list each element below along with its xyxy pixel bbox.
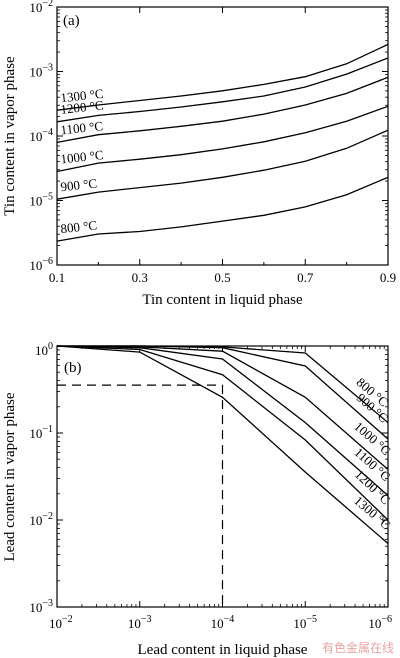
- panel-a-y-axis-label: Tin content in vapor phase: [2, 56, 18, 216]
- watermark: 有色金属在线: [322, 640, 394, 655]
- panel-a-x-ticks: 0.1 0.3 0.5 0.7 0.9: [49, 7, 396, 285]
- panel-b-series-line: [57, 345, 389, 424]
- panel-b-series-line: [56, 345, 389, 521]
- panel-a-x-axis-label: Tin content in liquid phase: [142, 292, 303, 308]
- panel-b-series-line: [56, 345, 389, 497]
- panel-a-x-tick-label: 0.7: [297, 270, 314, 285]
- panel-a-x-tick-label: 0.9: [380, 270, 396, 285]
- panel-b-x-tick-label: 10−5: [293, 614, 317, 631]
- panel-a-series-label: 1100 °C: [60, 118, 104, 137]
- panel-a-series-label: 800 °C: [60, 217, 98, 236]
- panel-a-series-line: [56, 76, 389, 144]
- panel-a-series-label: 1200 °C: [60, 97, 104, 116]
- panel-b-label: (b): [64, 360, 82, 376]
- panel-a-series-line: [56, 129, 389, 200]
- panel-b-y-ticks: 10−3 10−2 10−1 100: [29, 341, 388, 615]
- panel-b-x-axis-label: Lead content in liquid phase: [138, 642, 308, 658]
- panel-b-y-tick-label: 10−2: [29, 511, 53, 528]
- panel-a-y-tick-label: 10−2: [29, 0, 53, 15]
- panel-b-y-axis-label: Lead content in vapor phase: [2, 392, 18, 561]
- panel-b-x-tick-label: 10−3: [128, 614, 152, 631]
- panel-b-reference-lines: [57, 384, 224, 607]
- panel-b-y-tick-label: 100: [35, 341, 53, 358]
- panel-a-y-tick-label: 10−5: [29, 192, 53, 209]
- panel-b-x-tick-label: 10−6: [368, 614, 392, 631]
- panel-b-y-tick-label: 10−1: [29, 424, 53, 441]
- panel-a-x-tick-label: 0.3: [132, 270, 148, 285]
- panel-a-series-line: [56, 176, 389, 242]
- panel-a-y-tick-label: 10−3: [29, 63, 53, 80]
- panel-a: (a) 0.1 0.3 0.5 0.7 0.9 10−6 10−5 10−4 10−3 10−2…: [2, 0, 396, 308]
- panel-a-series-label: 1300 °C: [60, 86, 104, 105]
- panel-a-series-label: 1000 °C: [60, 147, 104, 166]
- panel-a-frame: [56, 6, 389, 266]
- panel-b-x-ticks: 10−2 10−3 10−4 10−5 10−6: [49, 346, 392, 631]
- panel-a-y-ticks: 10−6 10−5 10−4 10−3 10−2: [29, 0, 388, 273]
- panel-a-series-line: [56, 43, 389, 111]
- panel-b: (b) 10−2 10−3 10−4 10−5 10−6 10−310−210−1100…: [2, 341, 394, 658]
- panel-b-x-tick-label: 10−4: [211, 614, 235, 631]
- panel-b-x-tick-label: 10−2: [49, 614, 73, 631]
- panel-a-label: (a): [63, 13, 80, 29]
- panel-a-x-tick-label: 0.1: [49, 270, 65, 285]
- panel-a-x-tick-label: 0.5: [214, 270, 230, 285]
- panel-a-series-line: [56, 57, 389, 123]
- panel-a-series-line: [56, 105, 389, 173]
- panel-b-y-tick-label: 10−3: [29, 598, 53, 615]
- panel-a-y-tick-label: 10−6: [29, 256, 53, 273]
- panel-b-series-line: [56, 345, 389, 544]
- panel-a-y-tick-label: 10−4: [29, 127, 53, 144]
- panel-a-series-label: 900 °C: [60, 176, 98, 195]
